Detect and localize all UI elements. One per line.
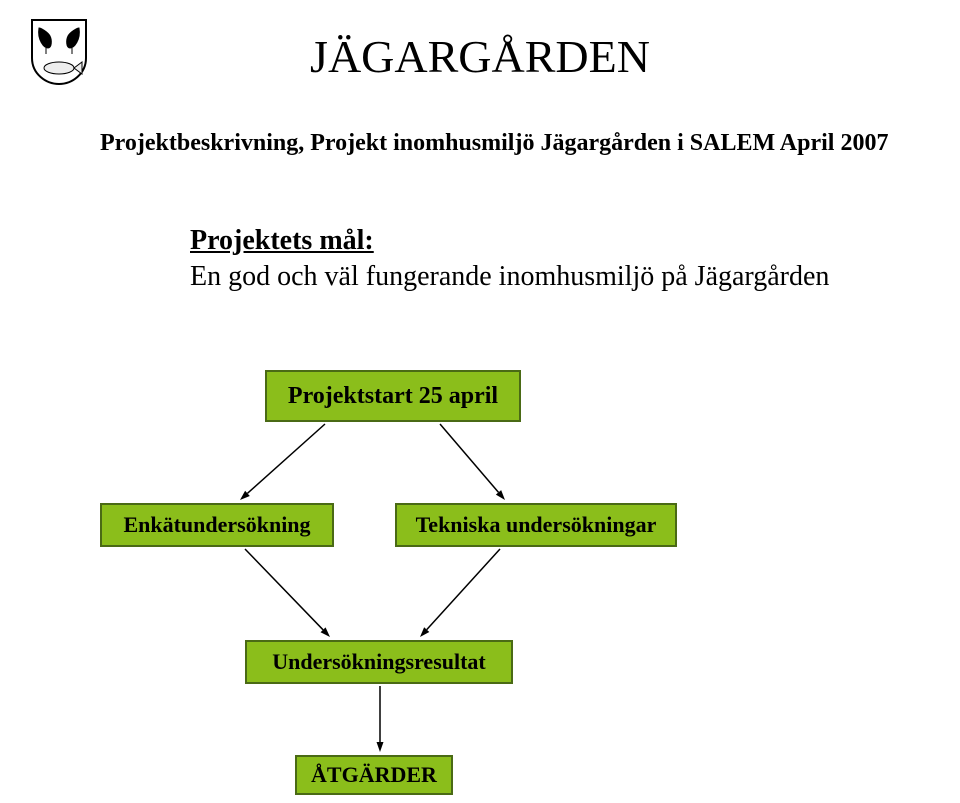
arrow-result-to-actions [368, 674, 392, 764]
page-title: JÄGARGÅRDEN [0, 30, 960, 83]
subtitle: Projektbeskrivning, Projekt inomhusmiljö… [100, 130, 888, 157]
goal-block: Projektets mål: En god och väl fungerand… [190, 225, 830, 293]
goal-label: Projektets mål: [190, 225, 830, 257]
arrow-enkat-to-result [233, 537, 342, 649]
arrow-start-to-enkat [228, 412, 337, 512]
arrow-start-to-tekniska [428, 412, 517, 512]
slide: JÄGARGÅRDEN Projektbeskrivning, Projekt … [0, 0, 960, 803]
arrow-tekniska-to-result [408, 537, 512, 649]
goal-text: En god och väl fungerande inomhusmiljö p… [190, 261, 830, 293]
